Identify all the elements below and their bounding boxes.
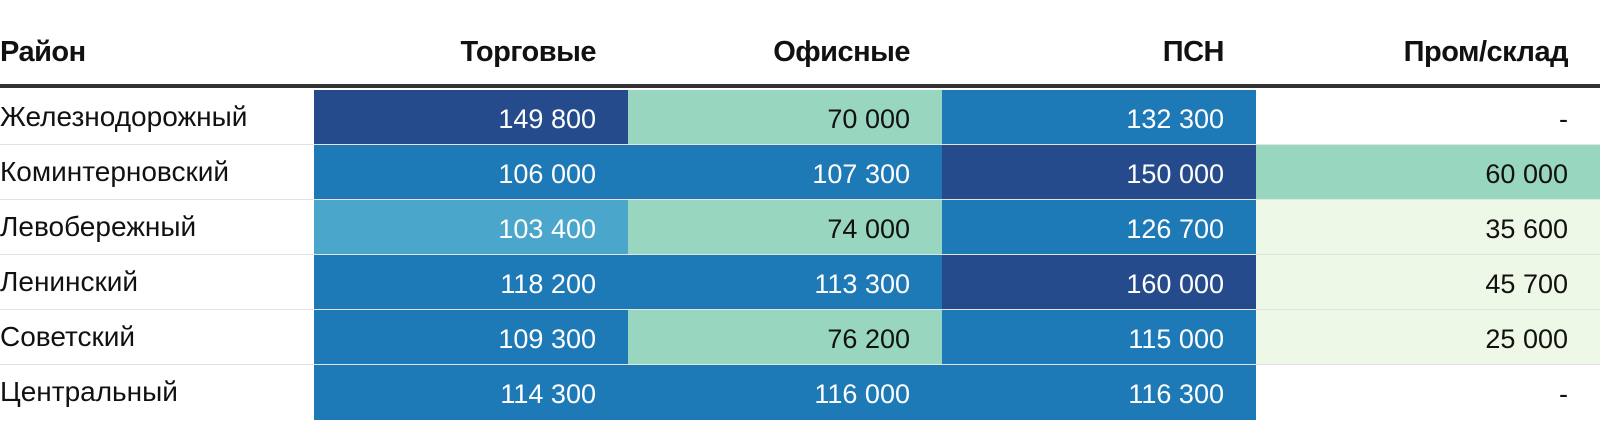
value-cell: 76 200	[628, 310, 942, 364]
table-row: Коминтерновский 106 000 107 300 150 000 60 0…	[0, 145, 1600, 200]
table-row: Ленинский 118 200 113 300 160 000 45 700	[0, 255, 1600, 310]
value-cell: 114 300	[314, 365, 628, 420]
table-row: Советский 109 300 76 200 115 000 25 000	[0, 310, 1600, 365]
value-cell: 103 400	[314, 200, 628, 254]
table-row: Железнодорожный 149 800 70 000 132 300 -	[0, 90, 1600, 145]
district-name: Коминтерновский	[0, 156, 230, 187]
value-cell: 126 700	[942, 200, 1256, 254]
value-cell: 35 600	[1256, 200, 1600, 254]
column-header-office: Офисные	[773, 36, 910, 68]
value-cell: 74 000	[628, 200, 942, 254]
value-cell: 25 000	[1256, 310, 1600, 364]
table-row: Центральный 114 300 116 000 116 300 -	[0, 365, 1600, 420]
value-cell: 118 200	[314, 255, 628, 309]
district-name: Ленинский	[0, 266, 139, 297]
value-cell: 132 300	[942, 90, 1256, 144]
table-header-row: Район Торговые Офисные ПСН Пром/склад	[0, 0, 1600, 88]
value-cell: 60 000	[1256, 145, 1600, 199]
value-cell: 116 000	[628, 365, 942, 420]
column-header-psn: ПСН	[1162, 36, 1225, 68]
district-name: Железнодорожный	[0, 101, 248, 132]
column-header-district: Район	[0, 36, 86, 68]
column-header-retail: Торговые	[460, 36, 597, 68]
value-cell: 160 000	[942, 255, 1256, 309]
value-cell: 150 000	[942, 145, 1256, 199]
table-row: Левобережный 103 400 74 000 126 700 35 600	[0, 200, 1600, 255]
value-cell: 113 300	[628, 255, 942, 309]
district-name: Советский	[0, 321, 136, 352]
district-name: Левобережный	[0, 211, 197, 242]
value-cell: 107 300	[628, 145, 942, 199]
column-header-industrial-warehouse: Пром/склад	[1403, 36, 1569, 68]
value-cell: 116 300	[942, 365, 1256, 420]
value-cell: 149 800	[314, 90, 628, 144]
value-cell: -	[1559, 379, 1568, 409]
value-cell: 109 300	[314, 310, 628, 364]
value-cell: 70 000	[628, 90, 942, 144]
value-cell: -	[1559, 104, 1568, 134]
district-name: Центральный	[0, 376, 178, 407]
value-cell: 106 000	[314, 145, 628, 199]
value-cell: 45 700	[1256, 255, 1600, 309]
value-cell: 115 000	[942, 310, 1256, 364]
